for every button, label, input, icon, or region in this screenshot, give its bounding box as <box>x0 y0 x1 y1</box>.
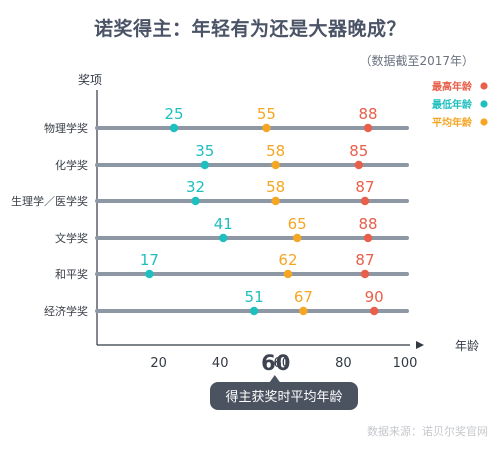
data-label: 25 <box>164 105 183 123</box>
category-label: 和平奖 <box>55 267 88 281</box>
data-label: 17 <box>140 251 159 269</box>
data-point <box>293 233 302 243</box>
data-point <box>360 196 370 206</box>
data-label: 85 <box>349 142 368 160</box>
callout-pointer <box>269 375 280 382</box>
data-label: 58 <box>266 178 285 196</box>
x-tick-label: 20 <box>150 356 167 371</box>
data-point <box>271 160 280 170</box>
data-source: 数据来源：诺贝尔奖官网 <box>367 425 488 438</box>
data-label: 65 <box>288 215 307 233</box>
legend-marker <box>480 82 488 90</box>
data-label: 55 <box>257 105 276 123</box>
data-point <box>219 233 228 243</box>
data-label: 32 <box>186 178 205 196</box>
average-callout-box <box>210 382 358 410</box>
data-point <box>145 269 154 279</box>
x-tick-label: 60 <box>274 356 291 371</box>
category-label: 化学奖 <box>55 158 88 172</box>
data-label: 88 <box>358 105 377 123</box>
y-axis-title: 奖项 <box>78 73 102 87</box>
data-label: 67 <box>294 288 313 306</box>
data-label: 87 <box>355 251 374 269</box>
category-label: 物理学奖 <box>44 121 88 135</box>
data-point <box>262 123 271 133</box>
average-value: 60 <box>261 351 290 375</box>
data-label: 51 <box>245 288 264 306</box>
data-point <box>169 123 179 133</box>
data-point <box>283 269 293 279</box>
chart-title: 诺奖得主：年轻有为还是大器晚成？ <box>93 18 406 40</box>
x-axis-arrow <box>416 341 424 349</box>
x-axis-title: 年龄 <box>455 339 479 353</box>
data-point <box>363 123 373 133</box>
chart-subtitle: （数据截至2017年） <box>359 54 474 68</box>
data-point <box>249 306 259 316</box>
legend-marker <box>480 118 488 126</box>
data-label: 62 <box>278 251 297 269</box>
data-point <box>363 233 373 243</box>
legend-marker <box>480 100 488 108</box>
data-point <box>191 196 200 206</box>
legend-label: 最低年龄 <box>432 98 473 111</box>
data-label: 58 <box>266 142 285 160</box>
data-label: 90 <box>365 288 384 306</box>
x-tick-label: 40 <box>212 356 229 371</box>
data-point <box>354 160 363 170</box>
data-label: 35 <box>195 142 214 160</box>
data-point <box>370 306 379 316</box>
category-label: 生理学／医学奖 <box>11 194 88 208</box>
data-label: 41 <box>214 215 233 233</box>
legend-label: 最高年龄 <box>432 80 473 93</box>
data-label: 88 <box>358 215 377 233</box>
legend-label: 平均年龄 <box>432 116 473 129</box>
data-point <box>271 196 280 206</box>
category-label: 经济学奖 <box>44 304 88 318</box>
x-tick-label: 80 <box>335 356 352 371</box>
data-point <box>299 306 308 316</box>
data-point <box>360 269 370 279</box>
data-point <box>200 160 209 170</box>
data-label: 87 <box>355 178 374 196</box>
x-tick-label: 100 <box>393 356 418 371</box>
category-label: 文学奖 <box>55 231 88 245</box>
average-callout-label: 得主获奖时平均年龄 <box>225 389 342 405</box>
